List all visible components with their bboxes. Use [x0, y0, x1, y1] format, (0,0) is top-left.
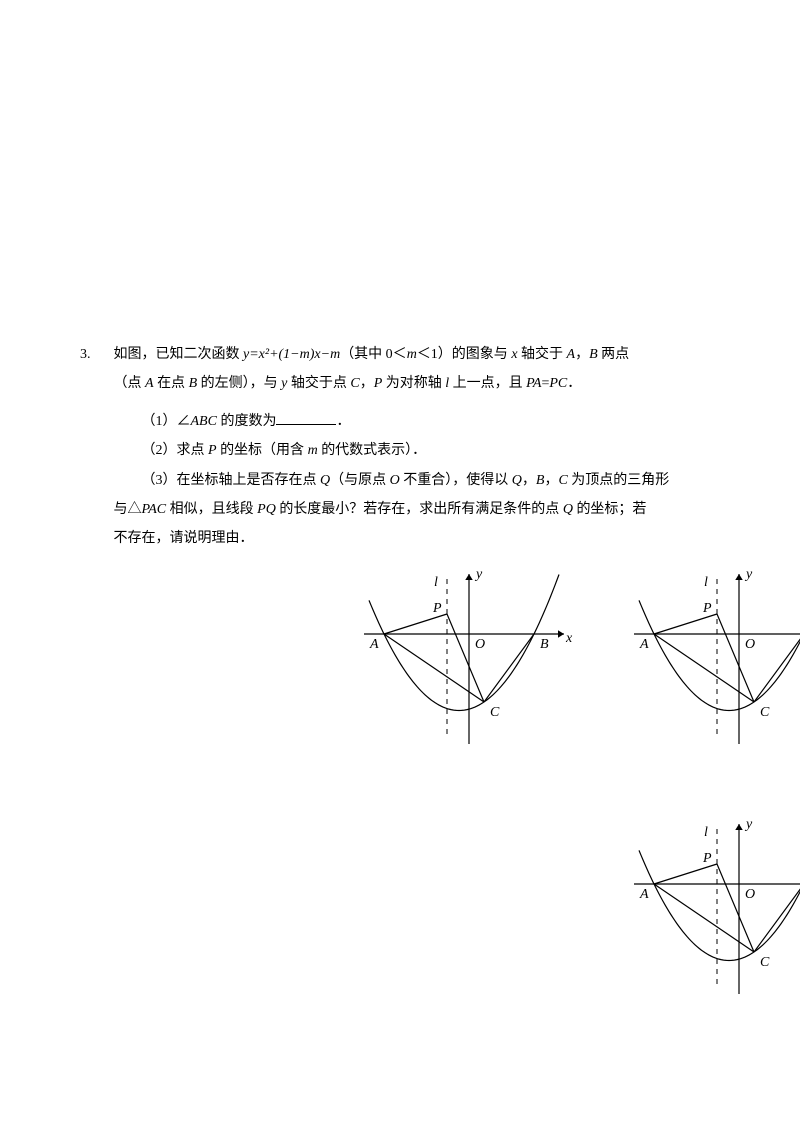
pt-Q: Q	[512, 473, 522, 488]
text: 不重合），使得以	[400, 473, 512, 488]
text: 的左侧），与	[197, 376, 281, 391]
text: （其中 0＜	[340, 347, 407, 362]
blank-fill	[276, 410, 336, 425]
angle-ABC: ABC	[191, 414, 217, 429]
pt-A: A	[145, 376, 154, 391]
svg-text:l: l	[434, 575, 438, 590]
sub-q3-l1: （3）在坐标轴上是否存在点 Q（与原点 O 不重合），使得以 Q，B，C 为顶点…	[142, 466, 734, 495]
svg-text:C: C	[760, 955, 770, 970]
svg-text:O: O	[745, 637, 755, 652]
svg-text:B: B	[540, 637, 549, 652]
text: ，	[575, 347, 589, 362]
tri-PAC: PAC	[142, 502, 167, 517]
text: 为对称轴	[382, 376, 445, 391]
text: （与原点	[330, 473, 390, 488]
text: 在点	[154, 376, 189, 391]
pt-B: B	[189, 376, 198, 391]
sub-q2: （2）求点 P 的坐标（用含 m 的代数式表示）．	[142, 436, 734, 465]
figure-3: ABOCPyl	[614, 814, 800, 1014]
text: 的坐标；若	[573, 502, 647, 517]
pt-C: C	[558, 473, 567, 488]
math-func: y=x²+(1−m)x−m	[243, 347, 340, 362]
text: 的长度最小？若存在，求出所有满足条件的点	[276, 502, 563, 517]
text: ，	[360, 376, 374, 391]
pt-A: A	[567, 347, 576, 362]
text: ，	[544, 473, 558, 488]
text: 两点	[598, 347, 630, 362]
text: 如图，已知二次函数	[114, 347, 244, 362]
pt-O: O	[390, 473, 400, 488]
svg-text:P: P	[702, 851, 712, 866]
text: 相似，且线段	[166, 502, 257, 517]
text: 的代数式表示）．	[318, 443, 427, 458]
text: （2）求点	[142, 443, 209, 458]
sub-q3-l3: 不存在，请说明理由．	[114, 524, 734, 553]
text: 轴交于	[518, 347, 567, 362]
svg-text:A: A	[369, 637, 379, 652]
pt-B: B	[589, 347, 598, 362]
text: 的坐标（用含	[217, 443, 308, 458]
svg-text:y: y	[744, 817, 753, 832]
svg-text:P: P	[432, 601, 442, 616]
svg-text:O: O	[475, 637, 485, 652]
text: 上一点，且	[449, 376, 526, 391]
svg-text:A: A	[639, 637, 649, 652]
text: 的度数为	[217, 414, 277, 429]
svg-text:y: y	[744, 567, 753, 582]
var-m: m	[407, 347, 417, 362]
text: ．	[567, 376, 581, 391]
sub-q1: （1）∠ABC 的度数为 ．	[142, 407, 734, 436]
pt-C: C	[350, 376, 359, 391]
svg-text:A: A	[639, 887, 649, 902]
pt-P: P	[374, 376, 383, 391]
svg-text:l: l	[704, 825, 708, 840]
stem-line-1: 如图，已知二次函数 y=x²+(1−m)x−m（其中 0＜m＜1）的图象与 x …	[114, 340, 734, 369]
svg-text:C: C	[490, 705, 500, 720]
seg-PQ: PQ	[257, 502, 276, 517]
text: 与△	[114, 502, 142, 517]
pt-Q: Q	[320, 473, 330, 488]
svg-text:P: P	[702, 601, 712, 616]
pt-P: P	[208, 443, 217, 458]
svg-text:y: y	[474, 567, 483, 582]
svg-text:l: l	[704, 575, 708, 590]
text: ．	[336, 414, 350, 429]
svg-text:C: C	[760, 705, 770, 720]
svg-text:O: O	[745, 887, 755, 902]
problem-number: 3.	[80, 340, 110, 369]
seg-PA: PA	[526, 376, 541, 391]
text: （点	[114, 376, 146, 391]
pt-Q: Q	[563, 502, 573, 517]
text: ＜1）的图象与	[417, 347, 512, 362]
var-m: m	[308, 443, 318, 458]
figure-1: A B O C Px y l	[344, 564, 574, 764]
text: （3）在坐标轴上是否存在点	[142, 473, 321, 488]
figure-2: ABOCPyl	[614, 564, 800, 764]
text: ，	[522, 473, 536, 488]
seg-PC: PC	[549, 376, 567, 391]
text: 为顶点的三角形	[568, 473, 670, 488]
problem-body: 如图，已知二次函数 y=x²+(1−m)x−m（其中 0＜m＜1）的图象与 x …	[114, 340, 734, 1044]
svg-text:x: x	[565, 631, 573, 646]
problem-container: 3. 如图，已知二次函数 y=x²+(1−m)x−m（其中 0＜m＜1）的图象与…	[80, 340, 740, 1044]
stem-line-2: （点 A 在点 B 的左侧），与 y 轴交于点 C，P 为对称轴 l 上一点，且…	[114, 369, 734, 398]
sub-q3-l2: 与△PAC 相似，且线段 PQ 的长度最小？若存在，求出所有满足条件的点 Q 的…	[114, 495, 734, 524]
text: 轴交于点	[287, 376, 350, 391]
figures-area: ABOCPxyl ABOCPyl ABOCPyl	[114, 564, 774, 1044]
text: （1）∠	[142, 414, 191, 429]
